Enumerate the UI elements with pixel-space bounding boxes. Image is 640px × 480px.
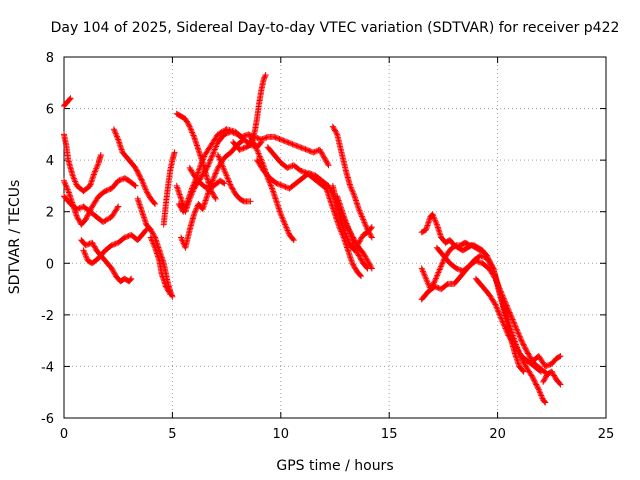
satellite-trace-16 — [214, 152, 254, 205]
x-tick-label: 25 — [598, 427, 615, 442]
satellite-trace-23 — [329, 182, 375, 254]
data-point-markers — [214, 152, 254, 205]
data-point-markers — [540, 368, 564, 388]
satellite-trace-28 — [472, 275, 544, 375]
x-tick-label: 5 — [168, 427, 176, 442]
data-point-markers — [186, 164, 228, 192]
y-axis-label: SDTVAR / TECUs — [7, 180, 23, 295]
data-point-markers — [329, 182, 375, 254]
y-tick-label: 6 — [46, 103, 54, 118]
satellite-trace-1 — [61, 95, 74, 109]
satellite-trace-2 — [61, 131, 104, 195]
data-point-markers — [110, 126, 159, 207]
y-tick-label: 2 — [46, 206, 54, 221]
x-tick-label: 10 — [273, 427, 290, 442]
satellite-trace-17 — [230, 72, 269, 153]
data-point-markers — [78, 237, 135, 285]
x-tick-label: 15 — [381, 427, 398, 442]
data-point-markers — [61, 193, 122, 225]
satellite-trace-30 — [540, 368, 564, 388]
satellite-trace-10 — [160, 149, 178, 228]
chart-title: Day 104 of 2025, Sidereal Day-to-day VTE… — [51, 20, 620, 36]
data-point-markers — [264, 144, 365, 280]
satellite-trace-9 — [147, 234, 174, 298]
y-tick-label: 4 — [46, 154, 54, 169]
data-point-markers — [147, 234, 174, 298]
data-point-markers — [175, 126, 332, 215]
data-point-markers — [329, 123, 375, 241]
data-point-markers — [160, 149, 178, 228]
grid — [64, 57, 606, 418]
x-tick-label: 20 — [489, 427, 506, 442]
x-axis-label: GPS time / hours — [276, 458, 393, 474]
data-point-markers — [472, 275, 544, 375]
y-tick-label: -6 — [41, 412, 54, 427]
satellite-trace-14 — [178, 136, 247, 251]
satellite-trace-15 — [186, 164, 228, 192]
satellite-trace-20 — [264, 144, 365, 280]
satellite-trace-4 — [61, 193, 122, 225]
y-tick-label: 8 — [46, 51, 54, 66]
y-tick-label: -2 — [41, 309, 54, 324]
satellite-trace-29 — [529, 353, 564, 370]
y-tick-label: -4 — [41, 360, 54, 375]
y-tick-label: 0 — [46, 257, 54, 272]
satellite-trace-5 — [78, 237, 135, 285]
satellite-trace-6 — [80, 226, 150, 267]
data-point-markers — [80, 226, 150, 267]
satellite-trace-7 — [110, 126, 159, 207]
axis-ticks: 0 5 10 15 20 25 -6 -4 -2 0 2 4 6 8 — [41, 51, 614, 442]
data-point-markers — [529, 353, 564, 370]
data-marks — [61, 72, 564, 406]
data-point-markers — [230, 72, 269, 153]
data-point-markers — [178, 136, 247, 251]
data-point-markers — [61, 95, 74, 109]
data-point-markers — [61, 131, 104, 195]
x-tick-label: 0 — [60, 427, 68, 442]
satellite-trace-21 — [329, 123, 375, 241]
plot-frame — [63, 56, 607, 419]
satellite-trace-13 — [175, 126, 332, 215]
